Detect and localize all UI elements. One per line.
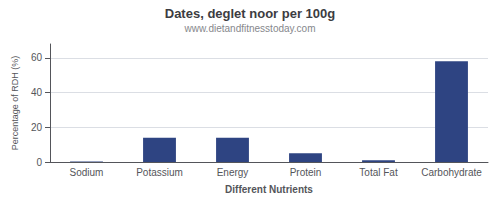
svg-text:Total Fat: Total Fat bbox=[359, 167, 398, 178]
svg-text:Different Nutrients: Different Nutrients bbox=[225, 184, 313, 195]
svg-text:Percentage of RDH (%): Percentage of RDH (%) bbox=[10, 56, 20, 151]
svg-text:Energy: Energy bbox=[217, 167, 249, 178]
svg-text:www.dietandfitnesstoday.com: www.dietandfitnesstoday.com bbox=[184, 23, 316, 34]
svg-text:40: 40 bbox=[31, 87, 43, 98]
svg-text:20: 20 bbox=[31, 122, 43, 133]
svg-text:Sodium: Sodium bbox=[70, 167, 104, 178]
svg-text:Carbohydrate: Carbohydrate bbox=[421, 167, 482, 178]
svg-text:Potassium: Potassium bbox=[136, 167, 183, 178]
svg-text:0: 0 bbox=[36, 157, 42, 168]
svg-text:Protein: Protein bbox=[290, 167, 322, 178]
svg-text:Dates, deglet noor per 100g: Dates, deglet noor per 100g bbox=[165, 6, 336, 21]
svg-text:60: 60 bbox=[31, 52, 43, 63]
